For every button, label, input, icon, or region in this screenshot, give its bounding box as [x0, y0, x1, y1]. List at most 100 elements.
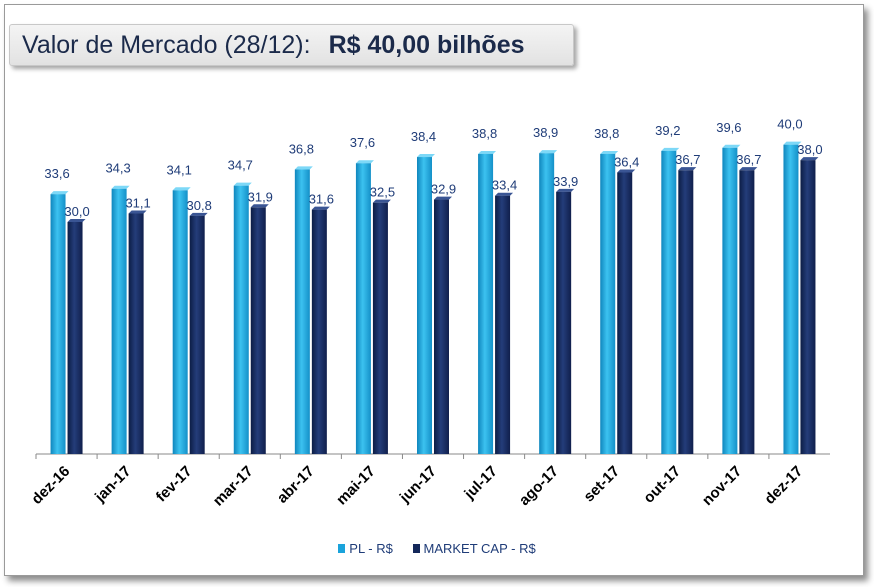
bar-cap-market-cap [617, 169, 636, 173]
data-label-market-cap: 36,7 [736, 152, 761, 167]
bar-cap-market-cap [739, 167, 758, 171]
bar-cap-market-cap [372, 199, 391, 203]
legend-label-pl: PL - R$ [349, 541, 393, 556]
legend-label-market-cap: MARKET CAP - R$ [423, 541, 536, 556]
bar-pl [600, 153, 616, 455]
bar-cap-pl [600, 150, 619, 154]
bar-cap-pl [661, 147, 680, 151]
bar-cap-market-cap [678, 167, 697, 171]
bar-market-cap [250, 207, 266, 454]
x-tick-label: mai-17 [333, 463, 379, 509]
legend-swatch-pl [338, 544, 346, 553]
data-label-pl: 39,2 [655, 123, 680, 138]
page-title: Valor de Mercado (28/12): [22, 30, 311, 59]
legend-swatch-market-cap [412, 544, 420, 553]
bar-cap-market-cap [495, 192, 514, 196]
bar-cap-pl [111, 185, 130, 189]
data-label-pl: 37,6 [350, 135, 375, 150]
bar-cap-pl [417, 154, 435, 158]
legend: PL - R$ MARKET CAP - R$ [0, 541, 874, 556]
bar-cap-pl [355, 160, 374, 164]
data-label-pl: 40,0 [777, 117, 802, 132]
data-label-market-cap: 33,9 [553, 174, 578, 189]
data-label-market-cap: 33,4 [492, 178, 517, 193]
x-tick-label: jun-17 [396, 463, 440, 507]
bar-pl [478, 153, 494, 455]
data-label-market-cap: 38,0 [797, 142, 822, 157]
data-label-pl: 33,6 [44, 166, 69, 181]
data-label-market-cap: 36,4 [614, 155, 639, 170]
x-tick-label: set-17 [580, 463, 623, 506]
data-label-pl: 39,6 [716, 120, 741, 135]
data-label-market-cap: 36,7 [675, 152, 700, 167]
bar-cap-market-cap [311, 206, 330, 210]
x-tick-label: jan-17 [91, 463, 134, 506]
data-label-market-cap: 30,0 [64, 204, 89, 219]
bar-cap-pl [172, 187, 191, 191]
bar-pl [111, 188, 127, 454]
bar-cap-market-cap [189, 212, 208, 216]
bar-pl [722, 147, 738, 454]
bar-cap-market-cap [67, 219, 86, 222]
data-label-pl: 38,8 [472, 126, 497, 141]
bar-cap-pl [50, 191, 69, 195]
bar-cap-market-cap [250, 204, 269, 208]
bar-cap-market-cap [128, 210, 147, 214]
x-tick-label: ago-17 [516, 463, 562, 509]
bar-market-cap [128, 213, 144, 454]
data-label-pl: 34,1 [167, 162, 192, 177]
market-value: R$ 40,00 bilhões [328, 30, 525, 59]
data-label-pl: 36,8 [289, 141, 314, 156]
bar-market-cap [617, 172, 633, 455]
data-label-pl: 38,4 [411, 129, 436, 144]
x-tick-label: mar-17 [210, 463, 257, 510]
bar-cap-pl [783, 141, 802, 145]
bar-market-cap [495, 195, 511, 454]
data-label-market-cap: 32,9 [431, 182, 456, 197]
bar-market-cap [67, 222, 83, 454]
bar-pl [50, 194, 66, 454]
bar-market-cap [556, 191, 572, 454]
x-tick-label: jul-17 [460, 463, 500, 503]
bar-pl [783, 144, 799, 454]
data-label-market-cap: 31,6 [309, 192, 334, 207]
x-tick-label: fev-17 [153, 463, 196, 506]
data-label-market-cap: 31,9 [248, 189, 273, 204]
title-box: Valor de Mercado (28/12): R$ 40,00 bilhõ… [9, 24, 574, 66]
bar-cap-pl [478, 150, 497, 154]
bar-cap-market-cap [556, 188, 575, 192]
bar-pl [661, 150, 677, 454]
bar-cap-pl [722, 144, 741, 148]
bar-pl [233, 185, 249, 455]
x-tick-label: abr-17 [274, 463, 318, 507]
data-label-market-cap: 30,8 [187, 198, 212, 213]
bar-pl [294, 169, 310, 454]
bar-cap-market-cap [800, 157, 819, 161]
bar-market-cap [739, 170, 755, 455]
bar-market-cap [434, 199, 449, 454]
bar-cap-pl [233, 182, 252, 186]
bar-pl [172, 190, 188, 454]
bar-cap-pl [294, 166, 313, 170]
data-label-pl: 38,9 [533, 125, 558, 140]
x-tick-label: out-17 [640, 463, 684, 507]
data-label-market-cap: 31,1 [125, 195, 150, 210]
bar-market-cap [372, 202, 388, 454]
bar-market-cap [800, 160, 816, 454]
data-label-pl: 34,3 [105, 161, 130, 176]
legend-item-market-cap: MARKET CAP - R$ [412, 541, 536, 556]
bar-market-cap [678, 170, 694, 455]
legend-item-pl: PL - R$ [338, 541, 393, 556]
data-label-pl: 38,8 [594, 126, 619, 141]
bar-market-cap [311, 209, 327, 454]
x-tick-label: dez-16 [28, 463, 73, 508]
bar-pl [417, 157, 432, 455]
bar-market-cap [189, 215, 205, 454]
data-label-pl: 34,7 [228, 158, 253, 173]
x-tick-label: nov-17 [699, 463, 745, 509]
bar-cap-pl [539, 150, 558, 154]
data-label-market-cap: 32,5 [370, 185, 395, 200]
bar-cap-market-cap [434, 196, 452, 200]
bar-pl [355, 163, 371, 454]
